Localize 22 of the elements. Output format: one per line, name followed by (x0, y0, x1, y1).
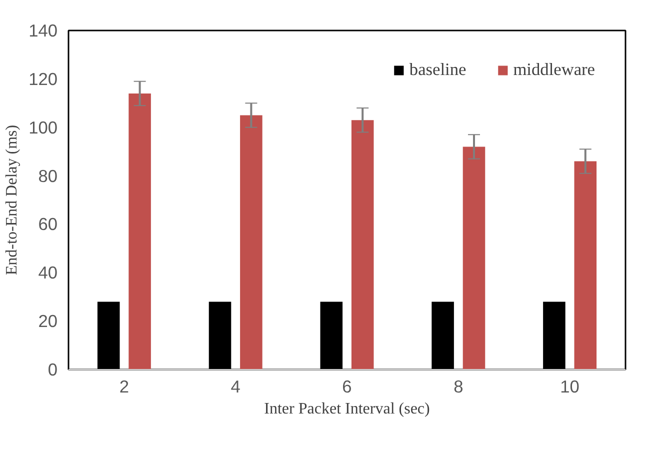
bar (128, 93, 151, 370)
y-tick-label: 140 (28, 20, 58, 40)
y-tick-label: 40 (38, 262, 58, 283)
y-tick-label: 120 (28, 68, 58, 89)
y-tick-label: 100 (28, 117, 58, 138)
bar (462, 146, 486, 370)
bar (574, 161, 597, 370)
y-tick-label: 0 (48, 360, 58, 380)
x-tick-label: 6 (342, 376, 352, 396)
legend-label: baseline (409, 60, 466, 80)
x-tick-label: 10 (560, 376, 580, 396)
y-tick-label: 20 (38, 311, 58, 332)
x-tick-label: 8 (454, 376, 464, 396)
bar (240, 115, 262, 370)
x-tick-label: 2 (119, 376, 130, 396)
x-axis-title: Inter Packet Interval (sec) (264, 400, 430, 418)
y-axis-title: End-to-End Delay (ms) (4, 124, 21, 276)
x-tick-label: 4 (230, 376, 241, 396)
legend-label: middleware (513, 60, 595, 80)
y-tick-label: 60 (38, 214, 58, 234)
y-tick-label: 80 (38, 166, 58, 186)
bar (351, 120, 374, 370)
